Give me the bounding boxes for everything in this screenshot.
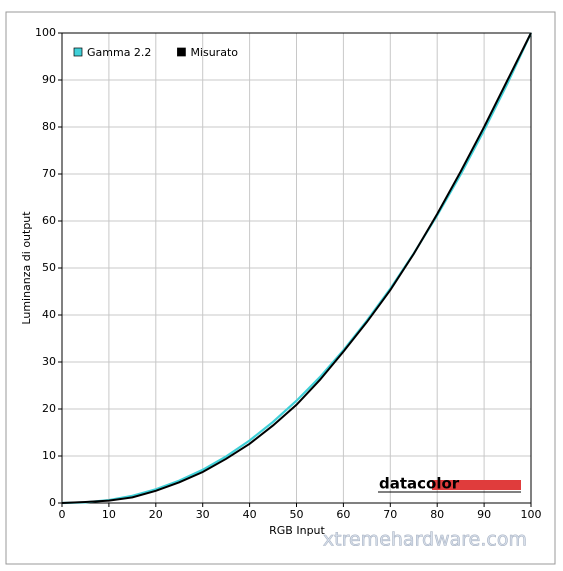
series-line <box>61 32 532 504</box>
x-tick-label: 10 <box>102 508 116 521</box>
y-tick-label: 70 <box>42 167 56 180</box>
y-tick-label: 30 <box>42 355 56 368</box>
series-line <box>61 32 532 505</box>
y-tick-label: 100 <box>35 26 56 39</box>
x-tick-label: 70 <box>383 508 397 521</box>
y-tick-label: 40 <box>42 308 56 321</box>
x-tick-label: 40 <box>243 508 257 521</box>
x-tick-label: 20 <box>149 508 163 521</box>
legend-swatch <box>177 47 186 57</box>
legend-label: Misurato <box>190 46 238 59</box>
x-tick-label: 0 <box>59 508 66 521</box>
y-tick-label: 60 <box>42 214 56 227</box>
y-tick-label: 80 <box>42 120 56 133</box>
x-tick-label: 90 <box>477 508 491 521</box>
x-tick-label: 80 <box>430 508 444 521</box>
y-tick-label: 90 <box>42 73 56 86</box>
watermark: xtremehardware.com <box>323 529 527 551</box>
logo-bar <box>432 480 521 490</box>
legend-label: Gamma 2.2 <box>87 46 151 59</box>
x-tick-label: 30 <box>196 508 210 521</box>
y-tick-label: 0 <box>49 496 56 509</box>
y-axis-label: Luminanza di output <box>20 211 33 325</box>
legend-swatch <box>73 47 83 57</box>
y-tick-label: 20 <box>42 402 56 415</box>
x-tick-label: 50 <box>290 508 304 521</box>
y-tick-label: 50 <box>42 261 56 274</box>
logo: datacolor <box>379 475 460 493</box>
x-axis-label: RGB Input <box>269 524 325 537</box>
y-tick-label: 10 <box>42 449 56 462</box>
x-tick-label: 100 <box>521 508 542 521</box>
x-tick-label: 60 <box>336 508 350 521</box>
